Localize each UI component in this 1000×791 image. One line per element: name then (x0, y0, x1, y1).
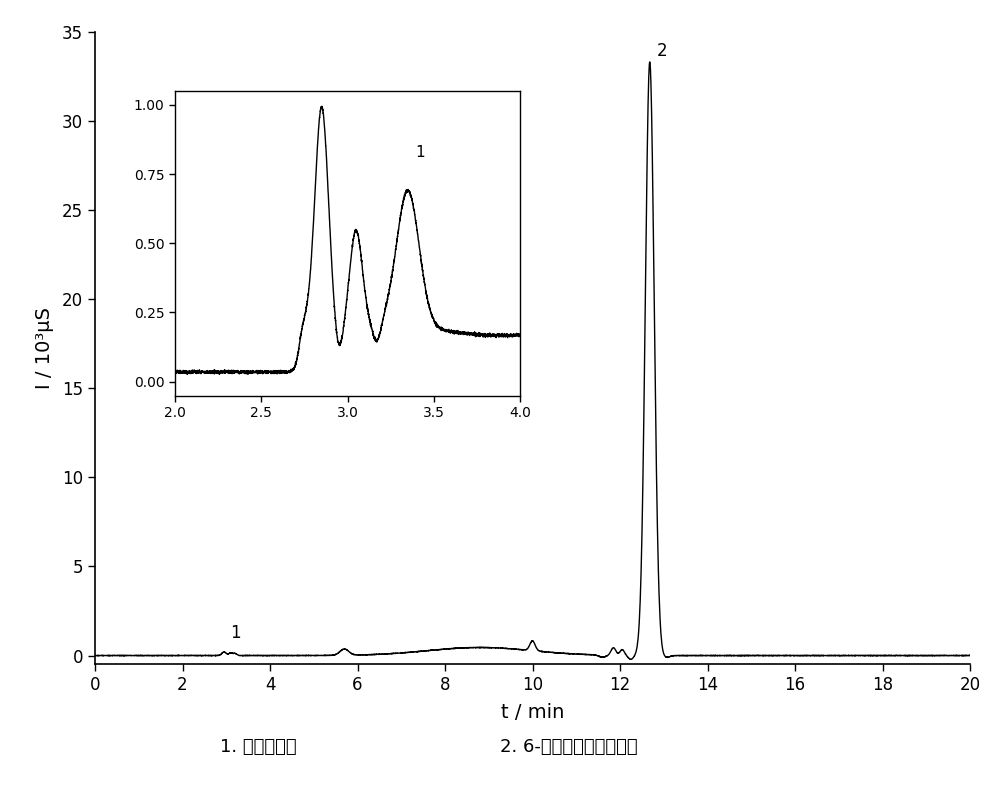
X-axis label: t / min: t / min (501, 702, 564, 721)
Y-axis label: I / 10³μS: I / 10³μS (35, 307, 54, 389)
Text: 2. 6-渴己基三甲基渴化銃: 2. 6-渴己基三甲基渴化銃 (500, 739, 638, 756)
Text: 1. 溴化六甲銃: 1. 溴化六甲銃 (220, 739, 297, 756)
Text: 1: 1 (415, 146, 425, 160)
Text: 1: 1 (230, 624, 240, 642)
Text: 2: 2 (656, 42, 667, 60)
